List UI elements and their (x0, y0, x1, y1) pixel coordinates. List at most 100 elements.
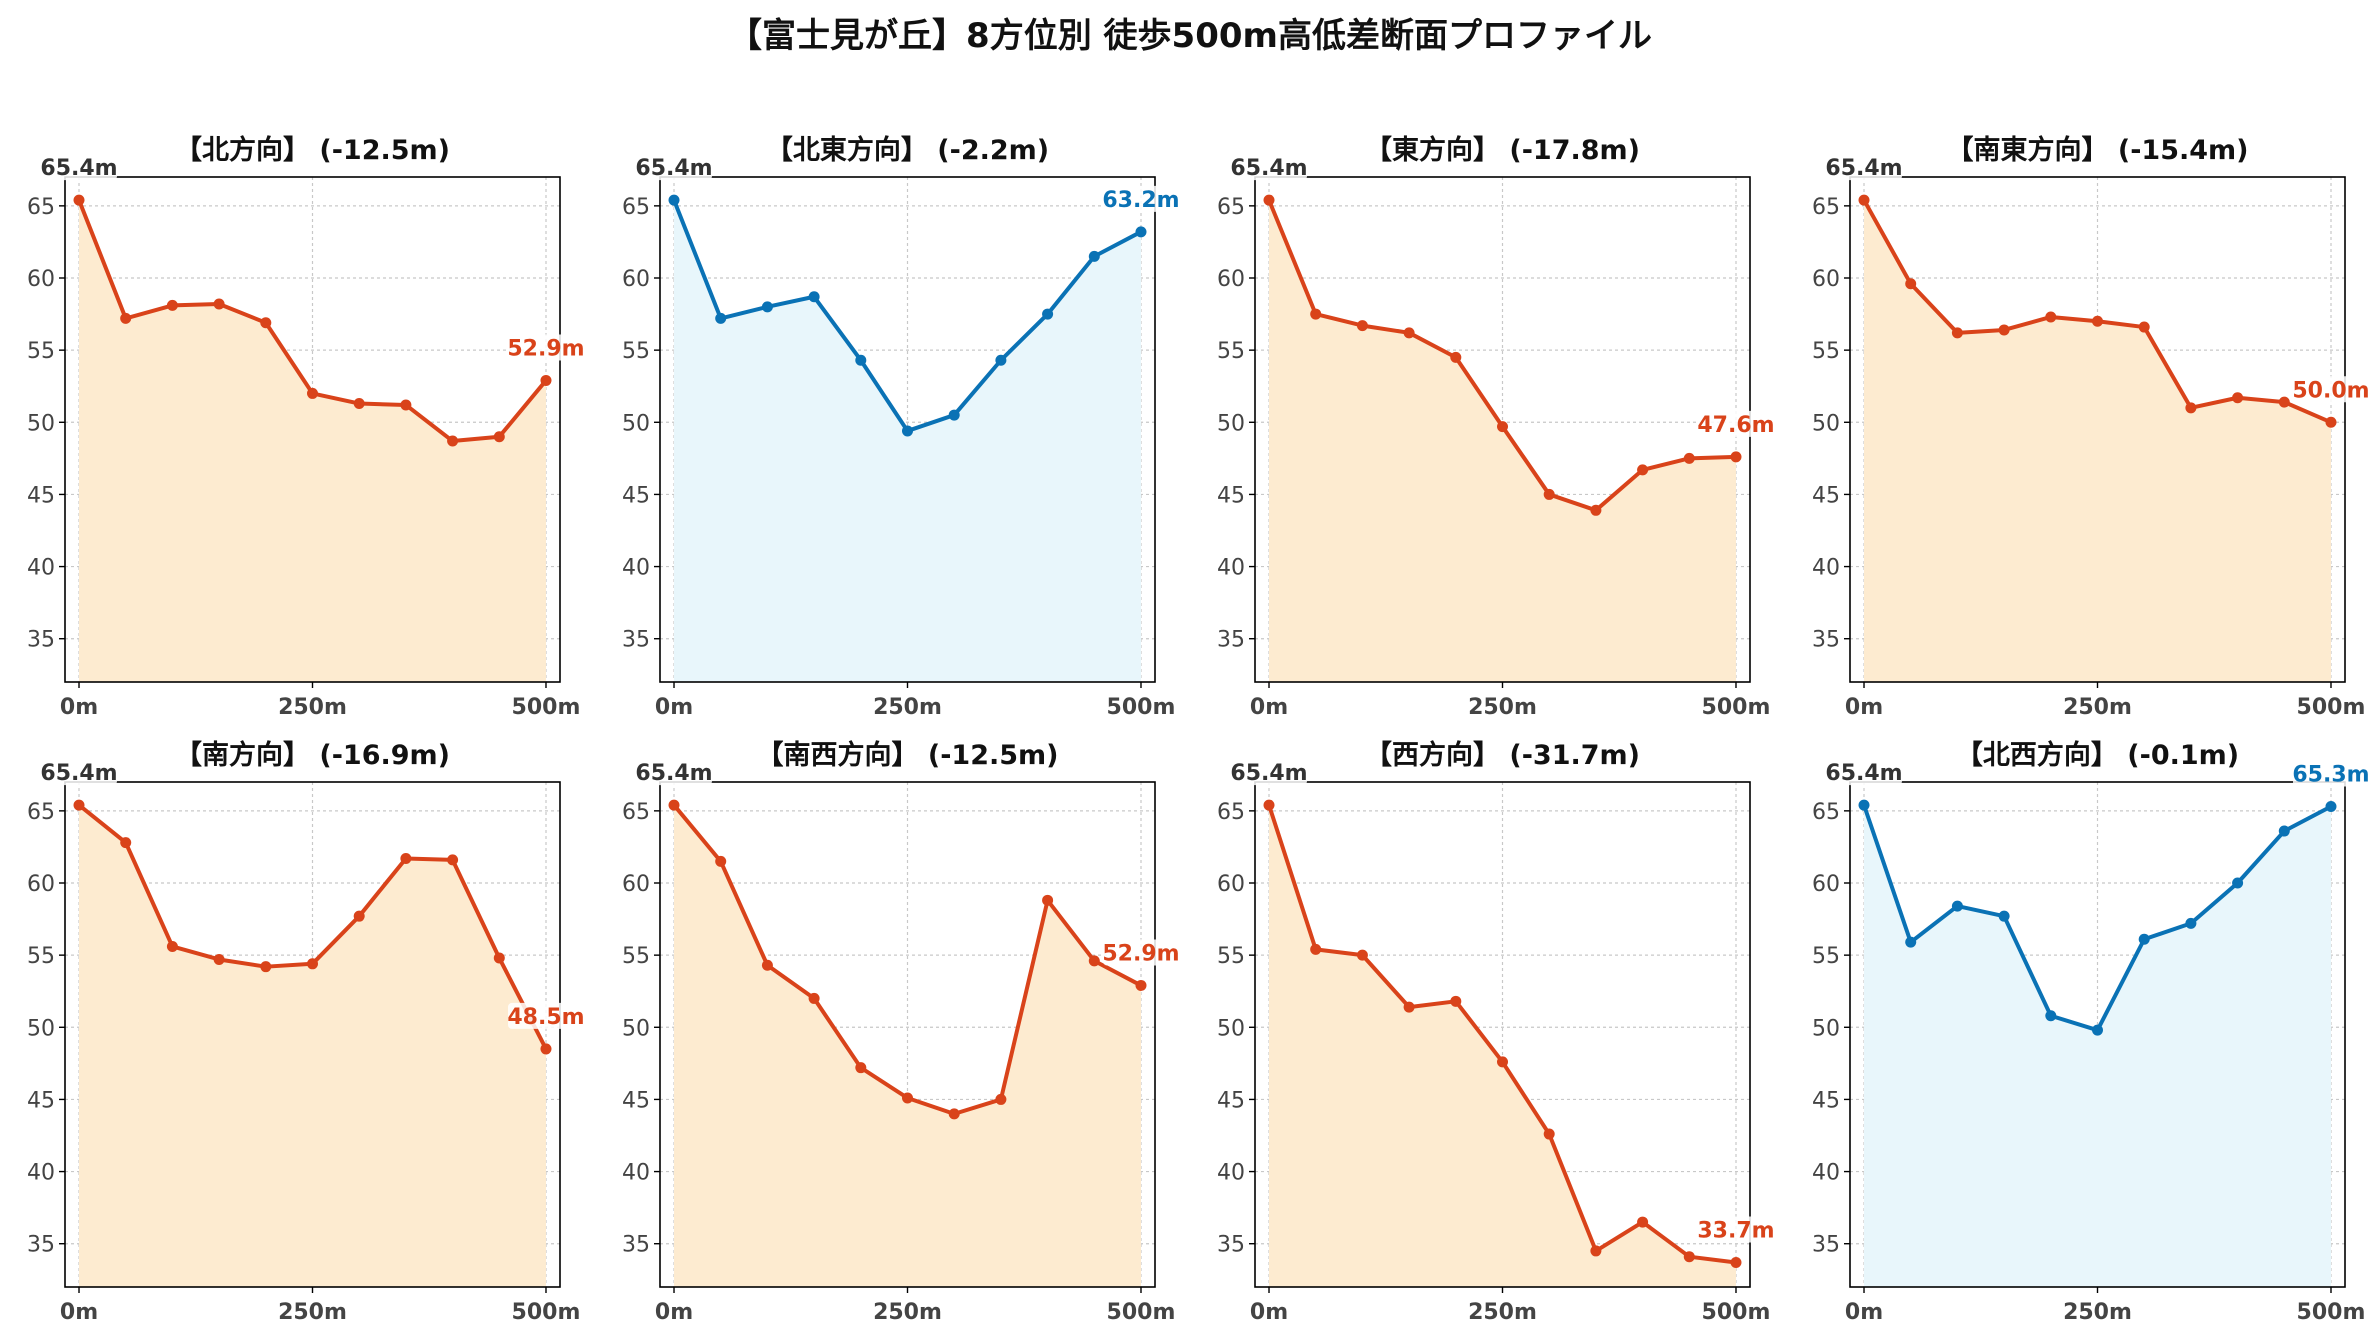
ytick-label: 55 (1217, 944, 1245, 969)
data-point (2185, 402, 2197, 414)
ytick-label: 60 (27, 267, 55, 292)
data-point (540, 374, 552, 386)
data-point (73, 194, 85, 206)
ytick-label: 40 (1812, 1161, 1840, 1186)
start-label-bg (636, 154, 713, 181)
data-point (1730, 1256, 1742, 1268)
ytick-label: 50 (27, 1016, 55, 1041)
start-label: 65.4m (635, 156, 712, 181)
area-fill (674, 200, 1141, 683)
end-label: 63.2m (1102, 188, 1179, 213)
xtick-label: 250m (1468, 1300, 1537, 1325)
data-point (2045, 1010, 2057, 1022)
figure-title: 【富士見が丘】8方位別 徒歩500m高低差断面プロファイル (728, 16, 1652, 56)
data-point (855, 354, 867, 366)
ytick-label: 65 (1217, 195, 1245, 220)
xtick-label: 0m (1845, 1300, 1883, 1325)
ytick-label: 50 (1217, 1016, 1245, 1041)
data-point (1135, 226, 1147, 238)
end-label-bg (1697, 410, 1774, 437)
ytick-label: 35 (1217, 1233, 1245, 1258)
data-point (307, 387, 318, 399)
data-point (948, 1108, 960, 1120)
end-label: 50.0m (2292, 378, 2369, 403)
ytick-label: 35 (622, 628, 650, 653)
xtick-label: 250m (1468, 695, 1537, 720)
data-point (715, 312, 727, 324)
ytick-label: 40 (622, 1161, 650, 1186)
end-label: 52.9m (1102, 941, 1179, 966)
ytick-label: 45 (622, 483, 650, 508)
data-point (260, 317, 272, 329)
subplot-4: 【南東方向】 (-15.4m) 35 40 45 50 55 60 65 0m 250m 500m 6… (1812, 134, 2370, 720)
data-point (1951, 327, 1963, 339)
ytick-label: 40 (1217, 556, 1245, 581)
xtick-label: 0m (655, 1300, 693, 1325)
end-label: 52.9m (507, 336, 584, 361)
data-point (1683, 1251, 1695, 1263)
data-point (400, 399, 412, 411)
data-point (353, 910, 365, 922)
data-point (1590, 1245, 1602, 1257)
subplot-2: 【北東方向】 (-2.2m) 35 40 45 50 55 60 65 0m 250m 500m 65… (622, 134, 1180, 720)
ytick-label: 65 (27, 800, 55, 825)
ytick-label: 50 (622, 411, 650, 436)
xtick-label: 0m (60, 1300, 98, 1325)
subplot-title: 【北東方向】 (-2.2m) (766, 134, 1049, 166)
data-point (400, 852, 412, 864)
start-label: 65.4m (40, 761, 117, 786)
ytick-label: 65 (1812, 800, 1840, 825)
data-point (2232, 877, 2244, 889)
data-point (1637, 464, 1649, 476)
area-fill (1864, 805, 2331, 1287)
xtick-label: 250m (2063, 1300, 2132, 1325)
ytick-label: 60 (1812, 872, 1840, 897)
data-point (1135, 979, 1147, 991)
data-point (2138, 933, 2150, 945)
subplot-title: 【北方向】 (-12.5m) (175, 134, 450, 166)
xtick-label: 250m (873, 1300, 942, 1325)
area-fill (1269, 200, 1736, 683)
data-point (1683, 452, 1695, 464)
data-point (761, 959, 773, 971)
data-point (1590, 504, 1602, 516)
ytick-label: 40 (622, 556, 650, 581)
data-point (1905, 936, 1917, 948)
ytick-label: 35 (1217, 628, 1245, 653)
data-point (1403, 327, 1415, 339)
data-point (1905, 278, 1917, 290)
data-point (948, 409, 960, 421)
data-point (260, 961, 272, 973)
ytick-label: 35 (27, 628, 55, 653)
data-point (2232, 392, 2244, 404)
end-label-bg (1102, 185, 1179, 212)
ytick-label: 55 (622, 944, 650, 969)
xtick-label: 500m (1702, 695, 1771, 720)
data-point (1543, 1128, 1555, 1140)
data-point (166, 940, 178, 952)
subplot-title: 【北西方向】 (-0.1m) (1956, 739, 2239, 771)
ytick-label: 65 (622, 800, 650, 825)
data-point (1263, 799, 1275, 811)
ytick-label: 40 (1217, 1161, 1245, 1186)
ytick-label: 60 (1217, 267, 1245, 292)
ytick-label: 45 (622, 1088, 650, 1113)
ytick-label: 60 (622, 267, 650, 292)
ytick-label: 50 (1812, 1016, 1840, 1041)
data-point (2045, 311, 2057, 323)
ytick-label: 55 (27, 944, 55, 969)
end-label-bg (507, 1002, 584, 1029)
ytick-label: 60 (622, 872, 650, 897)
data-point (1858, 194, 1870, 206)
data-point (1356, 949, 1368, 961)
data-point (493, 431, 505, 443)
data-point (1637, 1216, 1649, 1228)
data-point (2185, 917, 2197, 929)
data-point (668, 799, 680, 811)
data-point (2092, 315, 2103, 327)
xtick-label: 0m (1250, 695, 1288, 720)
end-label-bg (2292, 760, 2369, 787)
xtick-label: 500m (1107, 695, 1176, 720)
